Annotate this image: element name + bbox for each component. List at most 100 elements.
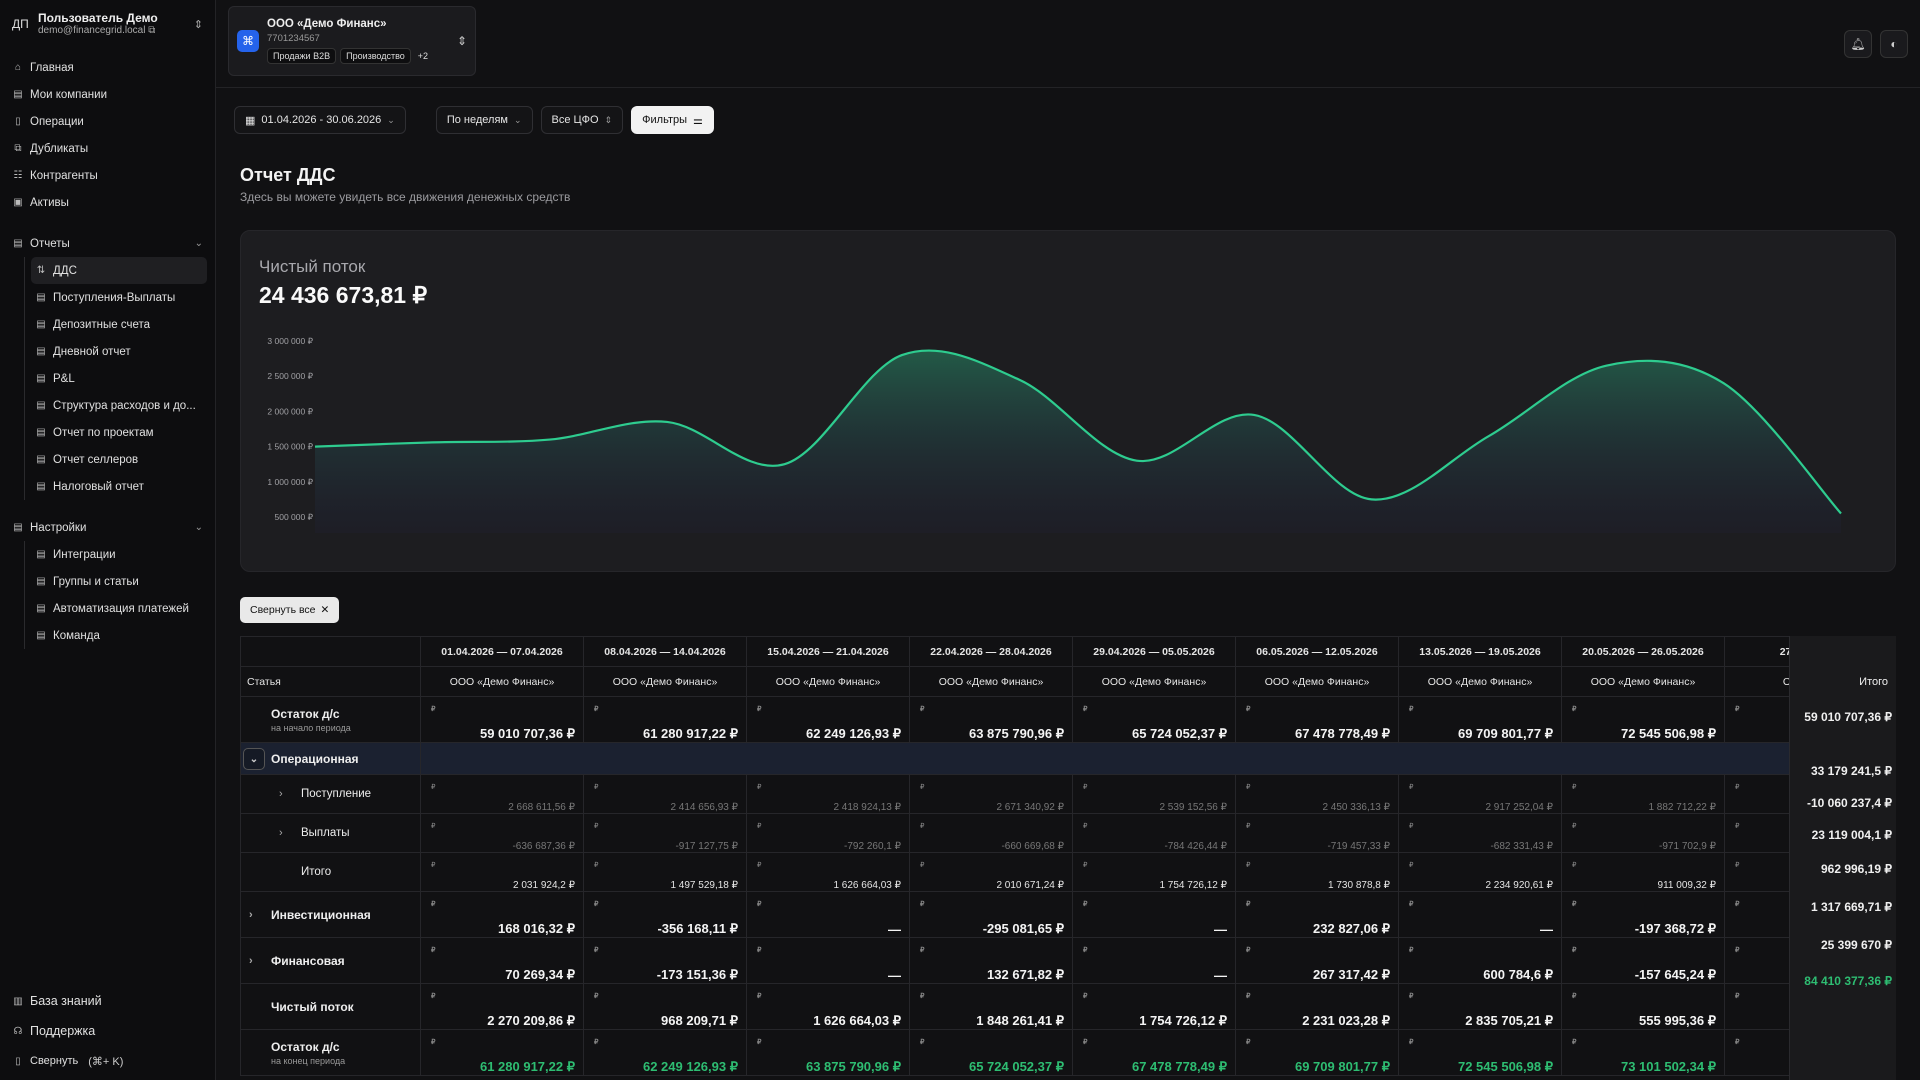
table-cell[interactable]: ₽63 875 790,96 ₽ xyxy=(746,1029,910,1076)
table-cell[interactable]: ₽ — xyxy=(1398,891,1562,938)
user-switcher[interactable]: ДП Пользователь Демо demo@financegrid.lo… xyxy=(0,0,215,48)
table-cell[interactable]: ₽ — xyxy=(746,937,910,984)
table-cell[interactable]: ₽600 784,6 ₽ xyxy=(1398,937,1562,984)
table-cell[interactable]: ₽ -660 669,68 ₽ xyxy=(909,813,1073,853)
table-cell[interactable]: ₽62 249 126,93 ₽ xyxy=(746,696,910,743)
table-cell[interactable]: ₽ -917 127,75 ₽ xyxy=(583,813,747,853)
row-label[interactable]: › Выплаты xyxy=(240,813,421,853)
table-cell[interactable]: ₽1 754 726,12 ₽ xyxy=(1072,852,1236,892)
sidebar-section-settings[interactable]: ▤ Настройки ⌄ xyxy=(13,521,203,534)
filters-button[interactable]: Фильтры ⚌ xyxy=(631,106,714,134)
table-cell[interactable]: ₽63 875 790,96 ₽ xyxy=(909,696,1073,743)
table-cell[interactable]: ₽ — xyxy=(746,891,910,938)
table-cell[interactable]: ₽2 231 023,28 ₽ xyxy=(1235,983,1399,1030)
sidebar-item-settings-0[interactable]: ▤ Интеграции xyxy=(36,548,116,561)
table-cell[interactable]: ₽ -295 081,65 ₽ xyxy=(909,891,1073,938)
table-cell[interactable]: ₽2 418 924,13 ₽ xyxy=(746,774,910,814)
sidebar-item-users[interactable]: ☷ Контрагенты xyxy=(13,169,98,182)
sidebar-item-reports-6[interactable]: ▤ Отчет по проектам xyxy=(36,426,154,439)
sidebar-item-reports-1[interactable]: ▤ Поступления-Выплаты xyxy=(36,291,176,304)
sidebar-item-reports-0[interactable]: ⇅ ДДС xyxy=(31,257,207,284)
sidebar-item-file[interactable]: ▯ Операции xyxy=(8,108,207,135)
table-cell[interactable]: ₽911 009,32 ₽ xyxy=(1561,852,1725,892)
knowledge-base-link[interactable]: ▥ База знаний xyxy=(13,994,102,1008)
row-label[interactable]: › Финансовая xyxy=(240,937,421,984)
sidebar-item-settings-1[interactable]: ▤ Группы и статьи xyxy=(36,575,139,588)
sidebar-item-reports-5[interactable]: ▤ Структура расходов и до... xyxy=(36,399,196,412)
table-cell[interactable]: ₽267 317,42 ₽ xyxy=(1235,937,1399,984)
table-cell[interactable]: ₽62 249 126,93 ₽ xyxy=(583,1029,747,1076)
table-cell[interactable]: ₽72 545 506,98 ₽ xyxy=(1398,1029,1562,1076)
table-cell[interactable]: ₽2 917 252,04 ₽ xyxy=(1398,774,1562,814)
table-cell[interactable]: ₽2 539 152,56 ₽ xyxy=(1072,774,1236,814)
sidebar-item-copy[interactable]: ⧉ Дубликаты xyxy=(8,135,207,162)
table-cell[interactable]: ₽65 724 052,37 ₽ xyxy=(1072,696,1236,743)
bell-icon[interactable]: 🔔︎ xyxy=(1844,30,1872,58)
table-cell[interactable]: ₽ — xyxy=(1072,937,1236,984)
table-cell[interactable]: ₽ -157 645,24 ₽ xyxy=(1561,937,1725,984)
row-label[interactable]: › Поступление xyxy=(240,774,421,814)
company-switcher[interactable]: ⌘ ООО «Демо Финанс» 7701234567 Продажи B… xyxy=(228,6,476,76)
table-cell[interactable]: ₽ -971 702,9 ₽ xyxy=(1561,813,1725,853)
table-cell[interactable]: ₽73 101 502,34 ₽ xyxy=(1561,1029,1725,1076)
table-cell[interactable]: ₽67 478 778,49 ₽ xyxy=(1072,1029,1236,1076)
table-cell[interactable]: ₽61 280 917,22 ₽ xyxy=(583,696,747,743)
sidebar-item-box[interactable]: ▣ Активы xyxy=(13,196,69,209)
sidebar-item-reports-2[interactable]: ▤ Депозитные счета xyxy=(36,318,151,331)
table-cell[interactable]: ₽ -784 426,44 ₽ xyxy=(1072,813,1236,853)
chevron-right-icon[interactable]: › xyxy=(279,788,283,800)
collapse-group-button[interactable]: ⌄ xyxy=(243,748,265,770)
table-cell[interactable]: ₽1 626 664,03 ₽ xyxy=(746,852,910,892)
table-cell[interactable]: ₽ -356 168,11 ₽ xyxy=(583,891,747,938)
sidebar-item-settings-3[interactable]: ▤ Команда xyxy=(36,629,100,642)
table-cell[interactable]: ₽1 754 726,12 ₽ xyxy=(1072,983,1236,1030)
table-cell[interactable]: ₽2 671 340,92 ₽ xyxy=(909,774,1073,814)
table-cell[interactable]: ₽1 626 664,03 ₽ xyxy=(746,983,910,1030)
collapse-all-button[interactable]: Свернуть все ✕ xyxy=(240,597,340,623)
sidebar-item-reports-8[interactable]: ▤ Налоговый отчет xyxy=(36,480,144,493)
table-cell[interactable]: ₽168 016,32 ₽ xyxy=(420,891,584,938)
table-cell[interactable]: ₽2 835 705,21 ₽ xyxy=(1398,983,1562,1030)
table-cell[interactable]: ₽2 270 209,86 ₽ xyxy=(420,983,584,1030)
table-cell[interactable]: ₽968 209,71 ₽ xyxy=(583,983,747,1030)
table-cell[interactable]: ₽2 031 924,2 ₽ xyxy=(420,852,584,892)
table-cell[interactable]: ₽132 671,82 ₽ xyxy=(909,937,1073,984)
table-cell[interactable]: ₽69 709 801,77 ₽ xyxy=(1235,1029,1399,1076)
period-select[interactable]: По неделям ⌄ xyxy=(435,106,533,134)
sidebar-item-reports-4[interactable]: ▤ P&L xyxy=(36,372,75,385)
table-cell[interactable]: ₽72 545 506,98 ₽ xyxy=(1561,696,1725,743)
table-cell[interactable]: ₽1 497 529,18 ₽ xyxy=(583,852,747,892)
table-cell[interactable]: ₽ -636 687,36 ₽ xyxy=(420,813,584,853)
collapse-sidebar-button[interactable]: ▯ Свернуть (⌘+ K) xyxy=(8,1046,208,1076)
table-cell[interactable]: ₽1 848 261,41 ₽ xyxy=(909,983,1073,1030)
sidebar-item-reports-7[interactable]: ▤ Отчет селлеров xyxy=(36,453,139,466)
chevron-right-icon[interactable]: › xyxy=(249,908,253,921)
table-cell[interactable]: ₽ -173 151,36 ₽ xyxy=(583,937,747,984)
date-range-picker[interactable]: ▦ 01.04.2026 - 30.06.2026 ⌄ xyxy=(234,106,406,134)
table-cell[interactable]: ₽ — xyxy=(1072,891,1236,938)
cfo-select[interactable]: Все ЦФО ⇕ xyxy=(540,106,624,134)
table-cell[interactable]: ₽555 995,36 ₽ xyxy=(1561,983,1725,1030)
table-cell[interactable]: ₽1 730 878,8 ₽ xyxy=(1235,852,1399,892)
support-link[interactable]: ☊ Поддержка xyxy=(13,1024,96,1038)
table-cell[interactable]: ₽2 668 611,56 ₽ xyxy=(420,774,584,814)
theme-toggle-icon[interactable]: ◐ xyxy=(1880,30,1908,58)
sidebar-item-building[interactable]: ▤ Мои компании xyxy=(13,88,108,101)
chevron-right-icon[interactable]: › xyxy=(249,954,253,967)
row-label[interactable]: › Инвестиционная xyxy=(240,891,421,938)
table-cell[interactable]: ₽2 414 656,93 ₽ xyxy=(583,774,747,814)
copy-icon[interactable]: ⧉ xyxy=(148,25,156,36)
sidebar-item-home[interactable]: ⌂ Главная xyxy=(8,54,207,81)
table-cell[interactable]: ₽ -719 457,33 ₽ xyxy=(1235,813,1399,853)
table-cell[interactable]: ₽2 010 671,24 ₽ xyxy=(909,852,1073,892)
sidebar-item-settings-2[interactable]: ▤ Автоматизация платежей xyxy=(36,602,189,615)
table-cell[interactable]: ₽2 450 336,13 ₽ xyxy=(1235,774,1399,814)
table-cell[interactable]: ₽69 709 801,77 ₽ xyxy=(1398,696,1562,743)
sidebar-section-reports[interactable]: ▤ Отчеты ⌄ xyxy=(13,237,203,250)
table-cell[interactable]: ₽232 827,06 ₽ xyxy=(1235,891,1399,938)
chevron-right-icon[interactable]: › xyxy=(279,827,283,839)
sidebar-item-reports-3[interactable]: ▤ Дневной отчет xyxy=(36,345,131,358)
table-cell[interactable]: ₽ -197 368,72 ₽ xyxy=(1561,891,1725,938)
table-cell[interactable]: ₽65 724 052,37 ₽ xyxy=(909,1029,1073,1076)
table-cell[interactable]: ₽1 882 712,22 ₽ xyxy=(1561,774,1725,814)
